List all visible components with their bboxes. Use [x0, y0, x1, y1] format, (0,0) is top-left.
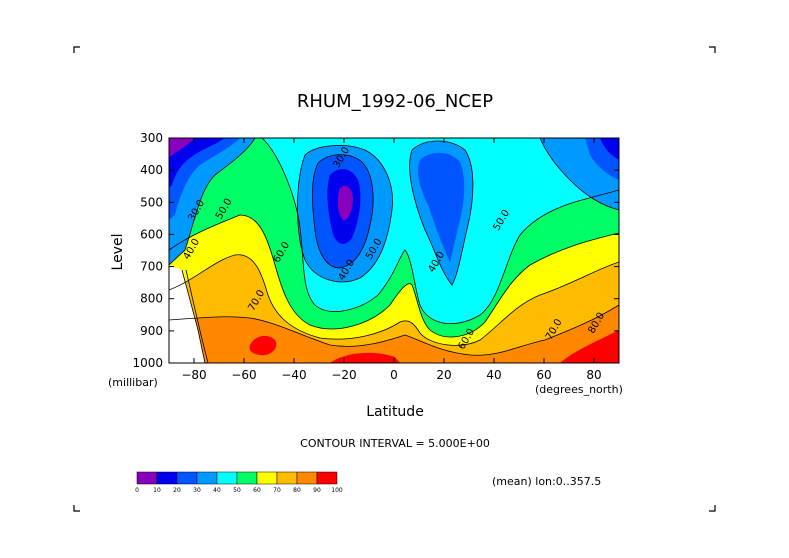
corner-marks — [73, 46, 716, 512]
colorbar-label: 90 — [313, 487, 321, 494]
y-tick-label: 500 — [140, 195, 163, 209]
x-tick-label: −40 — [281, 368, 306, 382]
colorbar-swatch — [256, 471, 278, 485]
chart-title: RHUM_1992-06_NCEP — [297, 91, 493, 112]
colorbar-swatch — [196, 471, 218, 485]
x-tick-label: −60 — [231, 368, 256, 382]
y-tick-label: 400 — [140, 163, 163, 177]
colorbar: 0 10 20 30 40 50 60 70 80 90 100 — [135, 471, 343, 494]
contour-interval-note: CONTOUR INTERVAL = 5.000E+00 — [300, 437, 490, 450]
colorbar-label: 70 — [273, 487, 281, 494]
x-tick-label: 40 — [486, 368, 501, 382]
x-tick-label: −20 — [331, 368, 356, 382]
y-tick-label: 300 — [140, 131, 163, 145]
colorbar-swatch — [176, 471, 198, 485]
x-axis: −80 −60 −40 −20 0 20 40 60 80 — [181, 138, 602, 382]
colorbar-label: 40 — [213, 487, 221, 494]
colorbar-swatch — [316, 471, 338, 485]
colorbar-swatch — [216, 471, 238, 485]
colorbar-label: 20 — [173, 487, 181, 494]
y-tick-label: 900 — [140, 324, 163, 338]
contour-field — [169, 138, 619, 363]
colorbar-label: 80 — [293, 487, 301, 494]
colorbar-label: 30 — [193, 487, 201, 494]
colorbar-swatch — [136, 471, 158, 485]
x-tick-label: 60 — [536, 368, 551, 382]
x-tick-label: 20 — [436, 368, 451, 382]
x-tick-label: 0 — [390, 368, 398, 382]
colorbar-label: 0 — [135, 487, 139, 494]
x-axis-label: Latitude — [366, 404, 424, 420]
x-tick-label: 80 — [586, 368, 601, 382]
y-axis-label: Level — [110, 234, 126, 271]
y-axis-units: (millibar) — [108, 376, 158, 389]
colorbar-swatch — [236, 471, 258, 485]
y-tick-label: 800 — [140, 292, 163, 306]
y-tick-label: 700 — [140, 260, 163, 274]
averaging-note: (mean) lon:0..357.5 — [492, 475, 601, 488]
colorbar-label: 100 — [331, 487, 343, 494]
colorbar-label: 10 — [153, 487, 161, 494]
colorbar-label: 50 — [233, 487, 241, 494]
y-axis: 300 400 500 600 700 800 900 1000 — [132, 131, 619, 370]
colorbar-label: 60 — [253, 487, 261, 494]
colorbar-swatch — [156, 471, 178, 485]
x-tick-label: −80 — [181, 368, 206, 382]
y-tick-label: 1000 — [132, 356, 163, 370]
x-axis-units: (degrees_north) — [535, 383, 623, 396]
colorbar-swatch — [296, 471, 318, 485]
colorbar-swatch — [276, 471, 298, 485]
y-tick-label: 600 — [140, 227, 163, 241]
